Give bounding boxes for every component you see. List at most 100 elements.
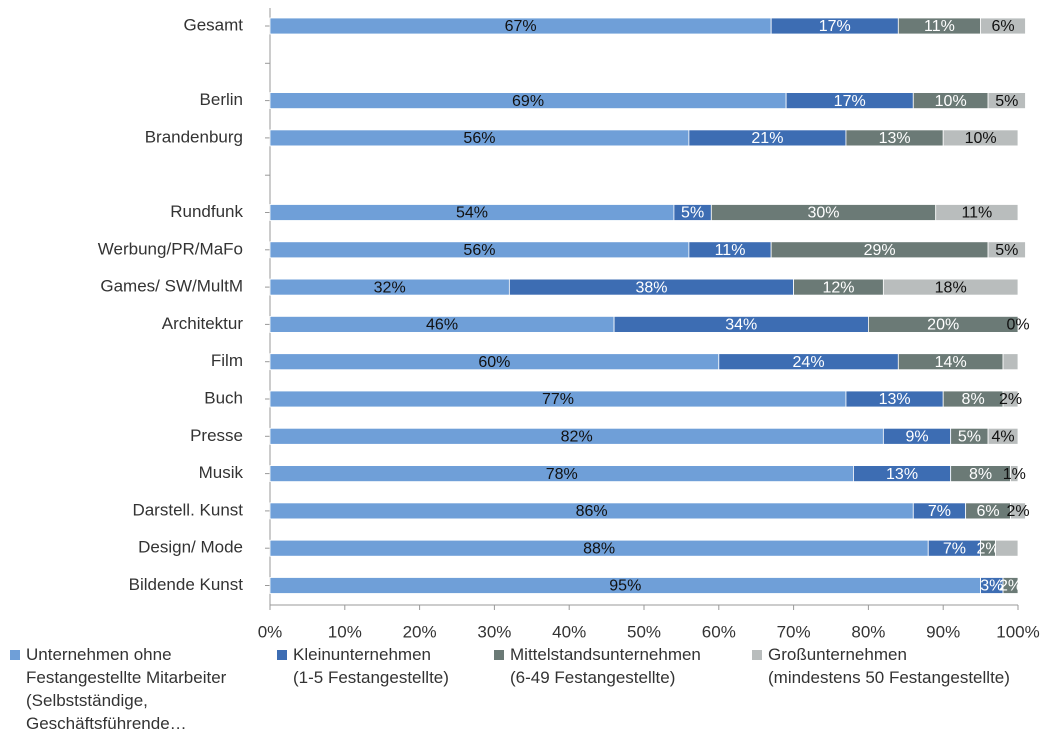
data-label: 8% [969,466,992,483]
legend-swatch [10,650,20,660]
data-label: 6% [977,503,1000,520]
legend: Unternehmen ohne Festangestellte Mitarbe… [0,643,1051,743]
data-label: 82% [561,429,593,446]
x-tick-label: 40% [552,622,586,641]
data-label: 11% [961,205,992,222]
data-label: 7% [943,540,966,557]
data-label: 8% [962,391,985,408]
bar-segment [987,241,1026,259]
legend-swatch [494,650,504,660]
data-label: 18% [935,279,967,296]
bar-segment [942,129,1019,147]
bar-segment [987,92,1026,109]
data-label: 77% [542,391,574,408]
bar-segment [868,315,1019,333]
y-tick-label: Werbung/PR/MaFo [98,239,243,258]
y-tick-label: Design/ Mode [138,538,243,557]
bar-segment [1002,390,1019,408]
legend-label: Mittelstandsunternehmen (6-49 Festangest… [510,645,701,687]
legend-entry: Unternehmen ohne Festangestellte Mitarbe… [10,643,226,735]
y-tick-label: Bildende Kunst [129,575,244,594]
data-label: 34% [725,317,757,334]
legend-swatch [752,650,762,660]
bar-segment [1010,465,1019,483]
data-label: 1% [1003,466,1026,483]
legend-entry: Mittelstandsunternehmen (6-49 Festangest… [494,643,701,689]
bar-segment [882,278,1019,296]
legend-label: Großunternehmen (mindestens 50 Festanges… [768,645,1010,687]
bar-segment [1002,353,1019,371]
legend-label: Unternehmen ohne Festangestellte Mitarbe… [26,645,227,733]
data-label: 69% [512,93,544,110]
data-label: 24% [793,354,825,371]
bar-segment [987,427,1019,445]
y-tick-label: Gesamt [183,15,243,34]
data-label: 56% [463,242,495,259]
data-label: 32% [374,279,406,296]
x-tick-label: 10% [328,622,362,641]
data-label: 21% [751,130,783,147]
data-label: 14% [935,354,967,371]
data-label: 2% [999,578,1022,595]
data-label: 38% [635,279,667,296]
data-label: 95% [609,578,641,595]
x-tick-label: 30% [477,622,511,641]
legend-swatch [277,650,287,660]
x-tick-label: 0% [258,622,283,641]
x-tick-label: 100% [996,622,1039,641]
x-tick-label: 50% [627,622,661,641]
y-tick-label: Film [211,351,243,370]
data-label: 60% [478,354,510,371]
bar-segment [995,539,1019,557]
data-label: 20% [927,317,959,334]
y-tick-label: Architektur [162,314,244,333]
x-tick-label: 70% [777,622,811,641]
bar-segment [980,17,1026,35]
data-label: 67% [505,18,537,35]
data-label: 9% [905,429,928,446]
y-tick-label: Darstell. Kunst [132,500,243,519]
data-label: 5% [995,93,1018,110]
y-tick-label: Presse [190,426,243,445]
x-tick-label: 80% [851,622,885,641]
data-label: 88% [583,540,615,557]
data-label: 29% [864,242,896,259]
data-label: 2% [977,540,1000,557]
data-label: 56% [463,130,495,147]
data-label: 0% [1006,317,1029,334]
data-label: 86% [576,503,608,520]
y-tick-label: Games/ SW/MultM [100,277,243,296]
x-tick-label: 90% [926,622,960,641]
y-tick-label: Rundfunk [170,202,243,221]
data-label: 13% [886,466,918,483]
data-label: 7% [928,503,951,520]
legend-entry: Großunternehmen (mindestens 50 Festanges… [752,643,1010,689]
data-label: 13% [879,391,911,408]
data-label: 4% [991,429,1014,446]
data-label: 54% [456,205,488,222]
data-label: 11% [715,242,746,259]
data-label: 30% [808,205,840,222]
data-label: 10% [965,130,997,147]
data-label: 5% [995,242,1018,259]
x-tick-label: 60% [702,622,736,641]
data-label: 13% [879,130,911,147]
data-label: 3% [980,578,1003,595]
bar-segment [1010,502,1026,520]
chart: 0% 10% 20% 30% 40% 50% 60% 70% 80% 90% 100% Gesamt 6… [98,8,1040,641]
y-tick-label: Brandenburg [145,127,243,146]
data-label: 46% [426,317,458,334]
bar-segment [1002,577,1019,594]
y-tick-label: Berlin [200,90,243,109]
y-tick-label: Buch [204,388,243,407]
y-tick-label: Musik [199,463,244,482]
data-label: 6% [991,18,1014,35]
data-label: 10% [935,93,967,110]
data-label: 17% [834,93,866,110]
data-label: 11% [924,18,955,35]
data-label: 5% [681,205,704,222]
legend-label: Kleinunternehmen (1-5 Festangestellte) [293,645,449,687]
data-label: 78% [546,466,578,483]
data-label: 2% [1006,503,1029,520]
